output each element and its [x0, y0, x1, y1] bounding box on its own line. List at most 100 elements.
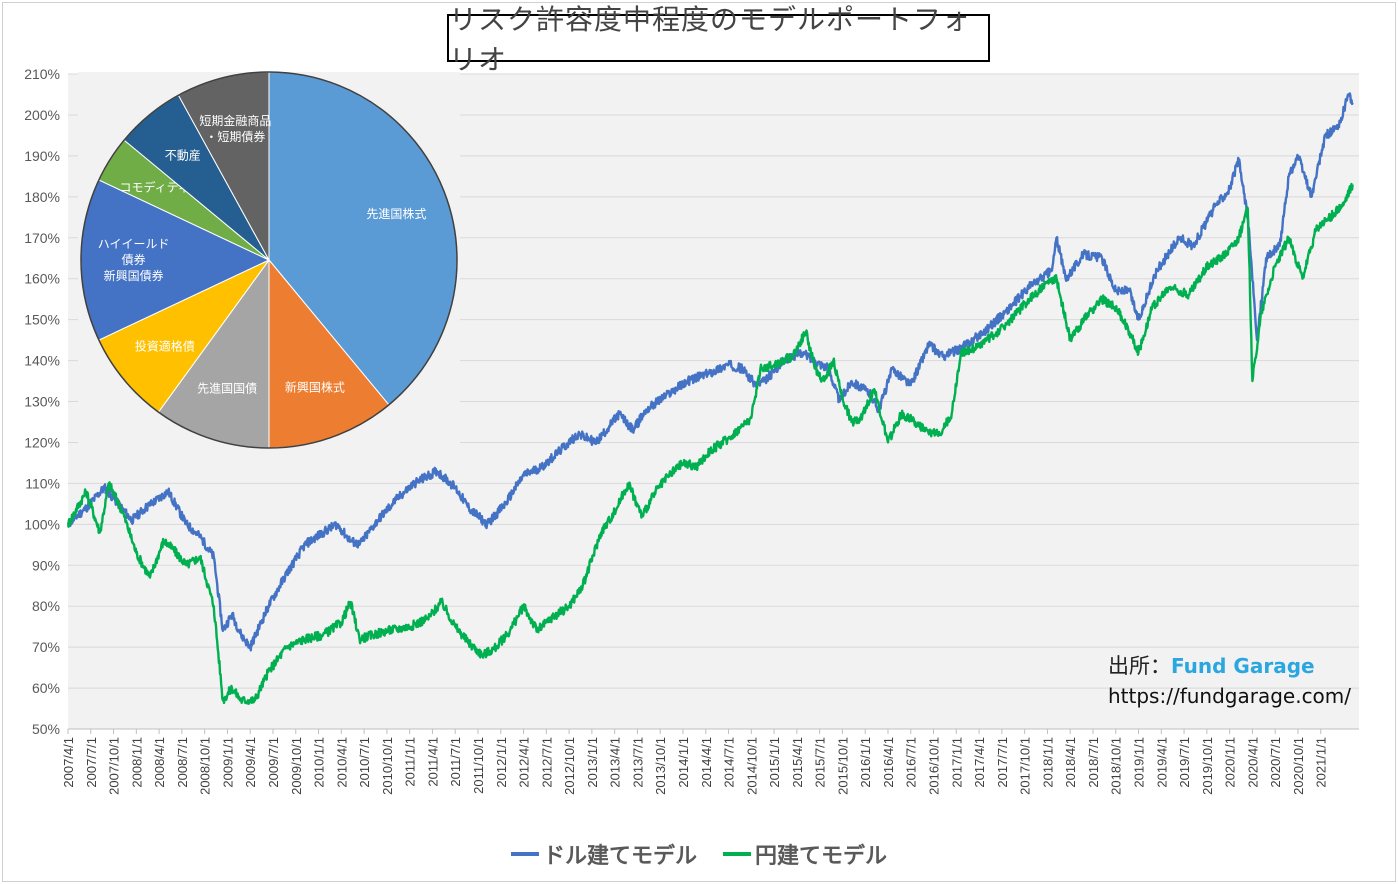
x-tick-label: 2018/4/1 — [1063, 737, 1078, 788]
x-tick-label: 2020/1/1 — [1223, 737, 1238, 788]
y-tick-label: 50% — [32, 721, 60, 737]
x-tick-label: 2018/1/1 — [1040, 737, 1055, 788]
y-tick-label: 70% — [32, 639, 60, 655]
x-tick-label: 2020/10/1 — [1291, 737, 1306, 795]
x-tick-label: 2013/10/1 — [653, 737, 668, 795]
legend-swatch-usd — [510, 852, 539, 856]
x-tick-label: 2012/10/1 — [562, 737, 577, 795]
x-tick-label: 2014/7/1 — [722, 737, 737, 788]
x-tick-label: 2015/1/1 — [767, 737, 782, 788]
y-tick-label: 110% — [25, 475, 60, 491]
pie-label-line: 先進国国債 — [197, 381, 257, 396]
source-credit: 出所：Fund Garage https://fundgarage.com/ — [1108, 650, 1351, 708]
x-tick-label: 2009/10/1 — [289, 737, 304, 795]
y-tick-label: 150% — [24, 312, 60, 328]
x-tick-label: 2019/4/1 — [1154, 737, 1169, 788]
pie-label-line: 短期金融商品 — [199, 113, 271, 128]
x-tick-label: 2011/4/1 — [425, 737, 440, 787]
source-label: 出所： — [1108, 654, 1171, 678]
x-tick-label: 2010/4/1 — [334, 737, 349, 788]
x-tick-label: 2010/1/1 — [312, 737, 327, 788]
pie-label: 先進国国債 — [197, 381, 257, 396]
legend-label-usd: ドル建てモデル — [542, 844, 697, 869]
legend-label-jpy: 円建てモデル — [755, 844, 888, 869]
y-tick-label: 180% — [24, 189, 60, 205]
x-tick-label: 2014/4/1 — [699, 737, 714, 788]
x-tick-label: 2019/10/1 — [1200, 737, 1215, 795]
pie-label: 短期金融商品・短期債券 — [199, 113, 271, 144]
source-url: https://fundgarage.com/ — [1108, 684, 1352, 708]
x-tick-label: 2017/10/1 — [1018, 737, 1033, 795]
x-tick-label: 2010/7/1 — [357, 737, 372, 788]
x-tick-label: 2021/1/1 — [1314, 737, 1329, 788]
x-tick-label: 2016/1/1 — [858, 737, 873, 788]
x-tick-label: 2017/7/1 — [995, 737, 1010, 788]
x-axis-ticks: 2007/4/1 2007/7/1 2007/10/1 2008/1/1 2008/4/… — [61, 729, 1329, 795]
y-tick-label: 170% — [24, 230, 60, 246]
x-tick-label: 2019/7/1 — [1177, 737, 1192, 788]
source-brand: Fund Garage — [1171, 654, 1315, 678]
y-tick-label: 120% — [24, 434, 60, 450]
pie-label: 新興国株式 — [285, 379, 345, 394]
pie-label-line: 先進国株式 — [366, 206, 426, 221]
pie-label: コモディティ — [119, 179, 189, 194]
x-tick-label: 2008/1/1 — [129, 737, 144, 788]
y-tick-label: 160% — [24, 271, 60, 287]
x-tick-label: 2017/1/1 — [949, 737, 964, 788]
chart-title: リスク許容度中程度のモデルポートフォリオ — [447, 3, 990, 76]
x-tick-label: 2014/10/1 — [744, 737, 759, 795]
legend-item-usd: ドル建てモデル — [510, 838, 697, 870]
y-tick-label: 200% — [24, 107, 60, 123]
x-tick-label: 2013/4/1 — [608, 737, 623, 788]
x-tick-label: 2016/7/1 — [904, 737, 919, 788]
x-tick-label: 2008/4/1 — [152, 737, 167, 788]
x-tick-label: 2009/4/1 — [243, 737, 258, 788]
pie-label: 投資適格債 — [135, 338, 195, 353]
y-tick-label: 100% — [24, 516, 60, 532]
legend: ドル建てモデル 円建てモデル — [0, 838, 1398, 870]
y-tick-label: 190% — [24, 148, 60, 164]
x-tick-label: 2008/10/1 — [198, 737, 213, 795]
pie-label-line: 新興国株式 — [285, 379, 345, 394]
x-tick-label: 2020/7/1 — [1268, 737, 1283, 788]
pie-label-line: 新興国債券 — [104, 268, 164, 283]
x-tick-label: 2009/7/1 — [266, 737, 281, 788]
x-tick-label: 2013/7/1 — [630, 737, 645, 788]
x-tick-label: 2012/1/1 — [494, 737, 509, 788]
pie-label-line: 投資適格債 — [135, 338, 195, 353]
x-tick-label: 2008/7/1 — [175, 737, 190, 788]
y-tick-label: 210% — [24, 66, 60, 82]
line-series — [66, 92, 1354, 705]
x-tick-label: 2007/7/1 — [84, 737, 99, 788]
pie-label-line: 不動産 — [165, 148, 201, 163]
x-tick-label: 2009/1/1 — [220, 737, 235, 788]
x-tick-label: 2015/10/1 — [835, 737, 850, 795]
pie-label-line: ・短期債券 — [205, 129, 265, 144]
x-tick-label: 2011/10/1 — [471, 737, 486, 794]
pie-label: 先進国株式 — [366, 206, 426, 221]
x-tick-label: 2015/4/1 — [790, 737, 805, 788]
y-tick-label: 130% — [24, 394, 60, 410]
pie-label-line: ハイイールド — [98, 237, 170, 251]
x-tick-label: 2007/10/1 — [107, 737, 122, 795]
x-tick-label: 2018/10/1 — [1109, 737, 1124, 795]
y-axis-ticks: 50% 60% 70% 80% 90% 100% 110% 120% 130% 140% 150% 1… — [24, 66, 60, 737]
x-tick-label: 2012/7/1 — [539, 737, 554, 788]
legend-swatch-jpy — [723, 852, 751, 856]
y-tick-label: 80% — [32, 598, 60, 614]
x-tick-label: 2020/4/1 — [1245, 737, 1260, 788]
x-tick-label: 2016/10/1 — [927, 737, 942, 795]
x-tick-label: 2012/4/1 — [517, 737, 532, 788]
x-tick-label: 2013/1/1 — [585, 737, 600, 788]
y-tick-label: 90% — [32, 557, 60, 573]
y-tick-label: 140% — [24, 353, 60, 369]
x-tick-label: 2011/7/1 — [448, 737, 463, 787]
x-tick-label: 2018/7/1 — [1086, 737, 1101, 788]
pie-label: 不動産 — [165, 148, 201, 163]
x-tick-label: 2011/1/1 — [403, 737, 418, 787]
y-tick-label: 60% — [32, 680, 60, 696]
x-tick-label: 2019/1/1 — [1132, 737, 1147, 788]
x-tick-label: 2007/4/1 — [61, 737, 76, 788]
